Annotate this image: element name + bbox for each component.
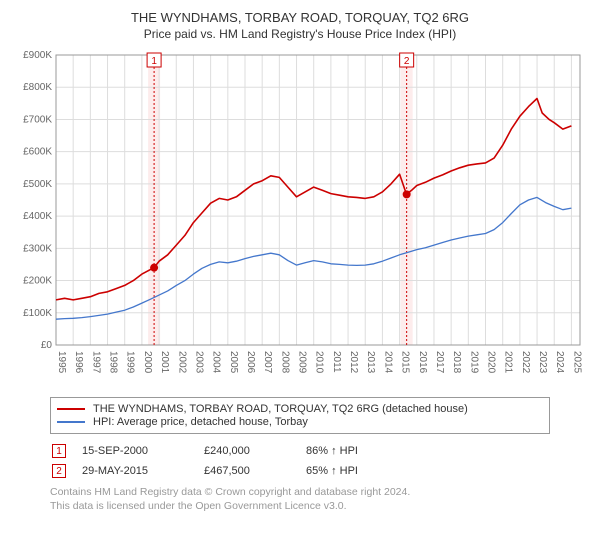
svg-text:£800K: £800K (23, 82, 52, 93)
svg-text:2008: 2008 (279, 351, 290, 374)
sale-vs-hpi: 86% ↑ HPI (306, 442, 372, 460)
svg-text:2010: 2010 (314, 351, 325, 374)
svg-text:2: 2 (404, 56, 410, 67)
svg-text:2025: 2025 (571, 351, 582, 374)
sale-badge: 1 (52, 444, 66, 458)
svg-text:2019: 2019 (468, 351, 479, 374)
svg-text:£900K: £900K (23, 50, 52, 61)
sale-row: 2 29-MAY-2015£467,50065% ↑ HPI (52, 462, 372, 480)
svg-text:2006: 2006 (245, 351, 256, 374)
svg-text:1998: 1998 (108, 351, 119, 374)
sale-date: 15-SEP-2000 (82, 442, 202, 460)
sale-vs-hpi: 65% ↑ HPI (306, 462, 372, 480)
sales-table: 1 15-SEP-2000£240,00086% ↑ HPI 2 29-MAY-201… (50, 440, 374, 482)
svg-text:£200K: £200K (23, 276, 52, 287)
svg-text:2012: 2012 (348, 351, 359, 374)
svg-text:£600K: £600K (23, 147, 52, 158)
sale-row: 1 15-SEP-2000£240,00086% ↑ HPI (52, 442, 372, 460)
legend-swatch (57, 421, 85, 423)
svg-text:2021: 2021 (503, 351, 514, 374)
svg-text:2002: 2002 (176, 351, 187, 374)
svg-text:2018: 2018 (451, 351, 462, 374)
legend-label: HPI: Average price, detached house, Torb… (93, 416, 308, 428)
price-chart: £0 £100K £200K £300K £400K £500K £600K £700K £80… (12, 47, 588, 387)
svg-text:2016: 2016 (417, 351, 428, 374)
footer-attribution: Contains HM Land Registry data © Crown c… (50, 486, 588, 513)
chart-title-address: THE WYNDHAMS, TORBAY ROAD, TORQUAY, TQ2 … (12, 10, 588, 25)
svg-text:1999: 1999 (125, 351, 136, 374)
svg-text:2015: 2015 (400, 351, 411, 374)
svg-text:2007: 2007 (262, 351, 273, 374)
svg-text:2020: 2020 (486, 351, 497, 374)
legend-row: THE WYNDHAMS, TORBAY ROAD, TORQUAY, TQ2 … (57, 403, 543, 415)
svg-text:2005: 2005 (228, 351, 239, 374)
legend-swatch (57, 408, 85, 410)
svg-text:£400K: £400K (23, 211, 52, 222)
legend-row: HPI: Average price, detached house, Torb… (57, 416, 543, 428)
svg-text:£300K: £300K (23, 243, 52, 254)
sale-badge: 2 (52, 464, 66, 478)
svg-text:2000: 2000 (142, 351, 153, 374)
svg-text:2024: 2024 (554, 351, 565, 374)
svg-text:1995: 1995 (56, 351, 67, 374)
svg-text:2011: 2011 (331, 351, 342, 373)
svg-text:2001: 2001 (159, 351, 170, 374)
svg-text:2022: 2022 (520, 351, 531, 374)
svg-text:2014: 2014 (382, 351, 393, 374)
svg-text:£500K: £500K (23, 179, 52, 190)
svg-text:2017: 2017 (434, 351, 445, 374)
sale-price: £240,000 (204, 442, 304, 460)
footer-line-2: This data is licensed under the Open Gov… (50, 500, 588, 514)
chart-svg: £0 £100K £200K £300K £400K £500K £600K £700K £80… (12, 47, 588, 387)
svg-text:2004: 2004 (211, 351, 222, 374)
sale-price: £467,500 (204, 462, 304, 480)
svg-text:£0: £0 (41, 340, 53, 351)
legend-label: THE WYNDHAMS, TORBAY ROAD, TORQUAY, TQ2 … (93, 403, 468, 415)
svg-text:£700K: £700K (23, 114, 52, 125)
svg-text:2023: 2023 (537, 351, 548, 374)
footer-line-1: Contains HM Land Registry data © Crown c… (50, 486, 588, 500)
svg-text:1997: 1997 (90, 351, 101, 374)
svg-text:1996: 1996 (73, 351, 84, 374)
svg-text:1: 1 (151, 56, 157, 67)
svg-text:2009: 2009 (297, 351, 308, 374)
svg-text:£100K: £100K (23, 308, 52, 319)
sale-date: 29-MAY-2015 (82, 462, 202, 480)
svg-text:2003: 2003 (193, 351, 204, 374)
chart-title-sub: Price paid vs. HM Land Registry's House … (12, 27, 588, 41)
svg-text:2013: 2013 (365, 351, 376, 374)
chart-legend: THE WYNDHAMS, TORBAY ROAD, TORQUAY, TQ2 … (50, 397, 550, 434)
